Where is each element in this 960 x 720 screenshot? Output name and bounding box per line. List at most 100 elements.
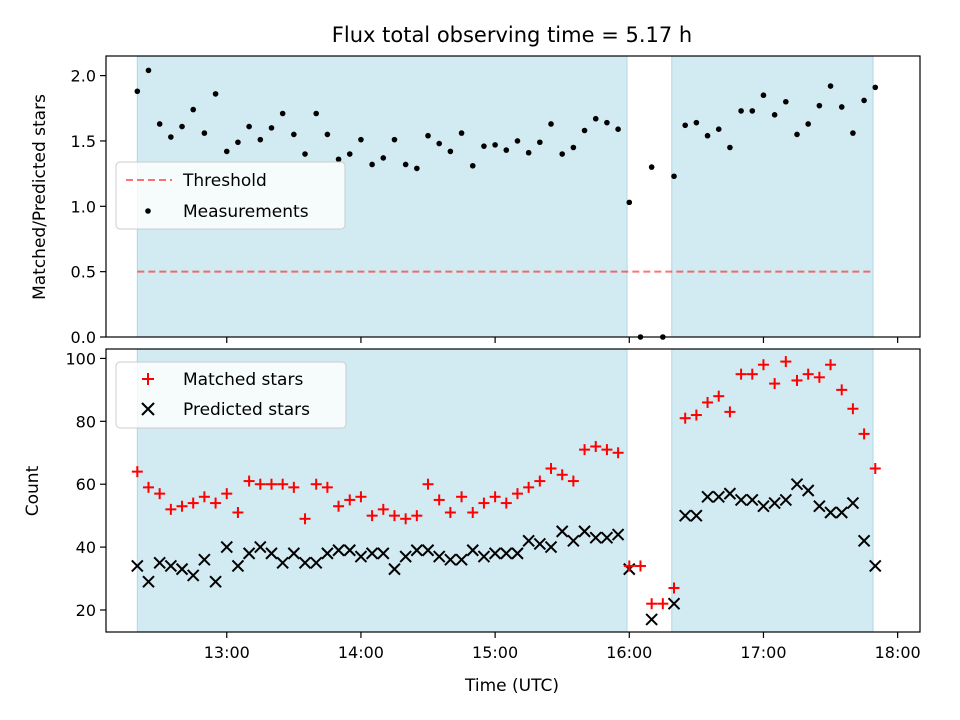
measurement-point-22 (380, 155, 387, 161)
measurement-points (134, 67, 879, 340)
top-y-axis-label: Matched/Predicted stars (30, 94, 50, 300)
measurement-point-3 (168, 134, 174, 140)
bottom-x-tick-label-4: 17:00 (740, 643, 786, 662)
predicted-point-63 (835, 506, 848, 519)
matched-point-49 (679, 412, 691, 424)
measurement-point-42 (604, 119, 610, 126)
predicted-point-56 (757, 500, 770, 513)
predicted-point-48 (667, 597, 681, 610)
predicted-point-23 (388, 562, 401, 576)
matched-point-38 (556, 469, 568, 481)
matched-point-55 (746, 368, 758, 380)
bottom-y-tick-label-1: 40 (76, 538, 96, 557)
measurement-point-44 (626, 199, 633, 206)
measurement-point-4 (179, 123, 185, 130)
top-plot-frame (105, 55, 921, 338)
matched-point-34 (511, 488, 523, 500)
measurement-point-43 (615, 126, 621, 132)
predicted-point-24 (399, 550, 412, 563)
bottom-x-tick-label-0: 13:00 (204, 643, 250, 662)
matched-point-66 (869, 462, 881, 474)
predicted-point-43 (611, 528, 625, 541)
predicted-point-61 (813, 500, 826, 513)
bottom-x-tick-label-3: 16:00 (606, 643, 652, 662)
measurement-point-15 (302, 151, 308, 157)
measurement-point-26 (425, 132, 431, 139)
bottom-y-tick-label-2: 60 (76, 475, 96, 494)
top-x-ticks (226, 337, 899, 343)
matched-point-17 (321, 481, 333, 493)
predicted-point-42 (600, 531, 614, 544)
matched-point-18 (333, 500, 345, 512)
measurement-point-39 (570, 144, 577, 151)
matched-point-11 (254, 478, 266, 490)
matched-point-52 (713, 390, 725, 402)
measurement-point-28 (447, 148, 454, 155)
predicted-point-20 (354, 550, 368, 563)
measurement-point-7 (212, 91, 219, 97)
bottom-x-tick-label-1: 14:00 (338, 643, 384, 662)
predicted-point-64 (846, 496, 860, 510)
matched-point-48 (668, 582, 680, 594)
top-legend-box (115, 161, 346, 230)
matched-point-20 (355, 491, 367, 503)
measurement-point-33 (503, 147, 510, 153)
matched-point-9 (232, 507, 244, 519)
matched-point-0 (131, 466, 143, 478)
matched-point-53 (724, 406, 736, 418)
measurement-point-16 (313, 110, 320, 117)
predicted-point-35 (522, 534, 535, 548)
matched-point-51 (702, 396, 714, 408)
matched-point-40 (579, 444, 591, 456)
predicted-point-4 (175, 562, 189, 576)
measurement-point-0 (134, 88, 141, 95)
predicted-point-10 (242, 547, 256, 560)
measurement-point-1 (145, 67, 152, 74)
predicted-point-15 (298, 556, 312, 570)
measurement-point-19 (346, 151, 353, 157)
measurement-point-9 (235, 139, 241, 146)
matched-point-42 (601, 444, 613, 456)
measurement-point-27 (436, 140, 443, 147)
matched-point-64 (847, 403, 859, 415)
measurement-point-8 (223, 148, 230, 155)
matched-point-15 (299, 513, 311, 525)
top-y-tick-label-1: 0.5 (71, 263, 96, 282)
measurement-point-40 (581, 127, 588, 134)
matched-point-22 (377, 503, 389, 515)
measurements-legend-swatch (145, 208, 151, 214)
predicted-point-49 (678, 509, 692, 522)
matched-point-39 (567, 475, 579, 487)
matched-point-6 (198, 491, 210, 503)
matched-point-45 (634, 560, 646, 572)
predicted-point-22 (377, 547, 390, 560)
predicted-point-28 (444, 553, 457, 566)
matched-point-23 (388, 510, 400, 522)
measurement-point-17 (324, 131, 331, 138)
measurement-point-25 (414, 165, 420, 172)
measurement-point-49 (682, 122, 688, 129)
predicted-point-59 (790, 478, 804, 491)
measurement-point-14 (291, 131, 297, 138)
measurement-point-56 (760, 92, 767, 99)
bottom-x-ticks: 13:00 14:00 15:00 16:00 17:00 18:00 (204, 632, 921, 662)
measurement-point-37 (548, 121, 554, 127)
top-y-tick-label-0: 0.0 (71, 328, 96, 347)
predicted-point-2 (153, 556, 166, 570)
matched-point-47 (657, 598, 669, 610)
measurement-point-29 (458, 130, 465, 136)
predicted-point-36 (533, 537, 547, 551)
measurement-point-36 (537, 139, 543, 146)
measurement-point-20 (358, 136, 364, 143)
matched-point-63 (836, 384, 848, 396)
measurement-point-64 (850, 130, 856, 136)
matched-point-27 (433, 494, 445, 506)
bottom-y-tick-label-3: 80 (76, 412, 96, 431)
measurement-point-52 (715, 126, 722, 132)
bottom-panel: Count 13:00 14:00 15:00 16:00 17:00 18:00 20 4… (23, 348, 921, 662)
legend-label-threshold: Threshold (182, 171, 267, 191)
measurement-point-61 (816, 102, 823, 109)
measurement-point-55 (749, 108, 756, 114)
matched-point-32 (489, 491, 501, 503)
matched-point-16 (310, 478, 322, 490)
